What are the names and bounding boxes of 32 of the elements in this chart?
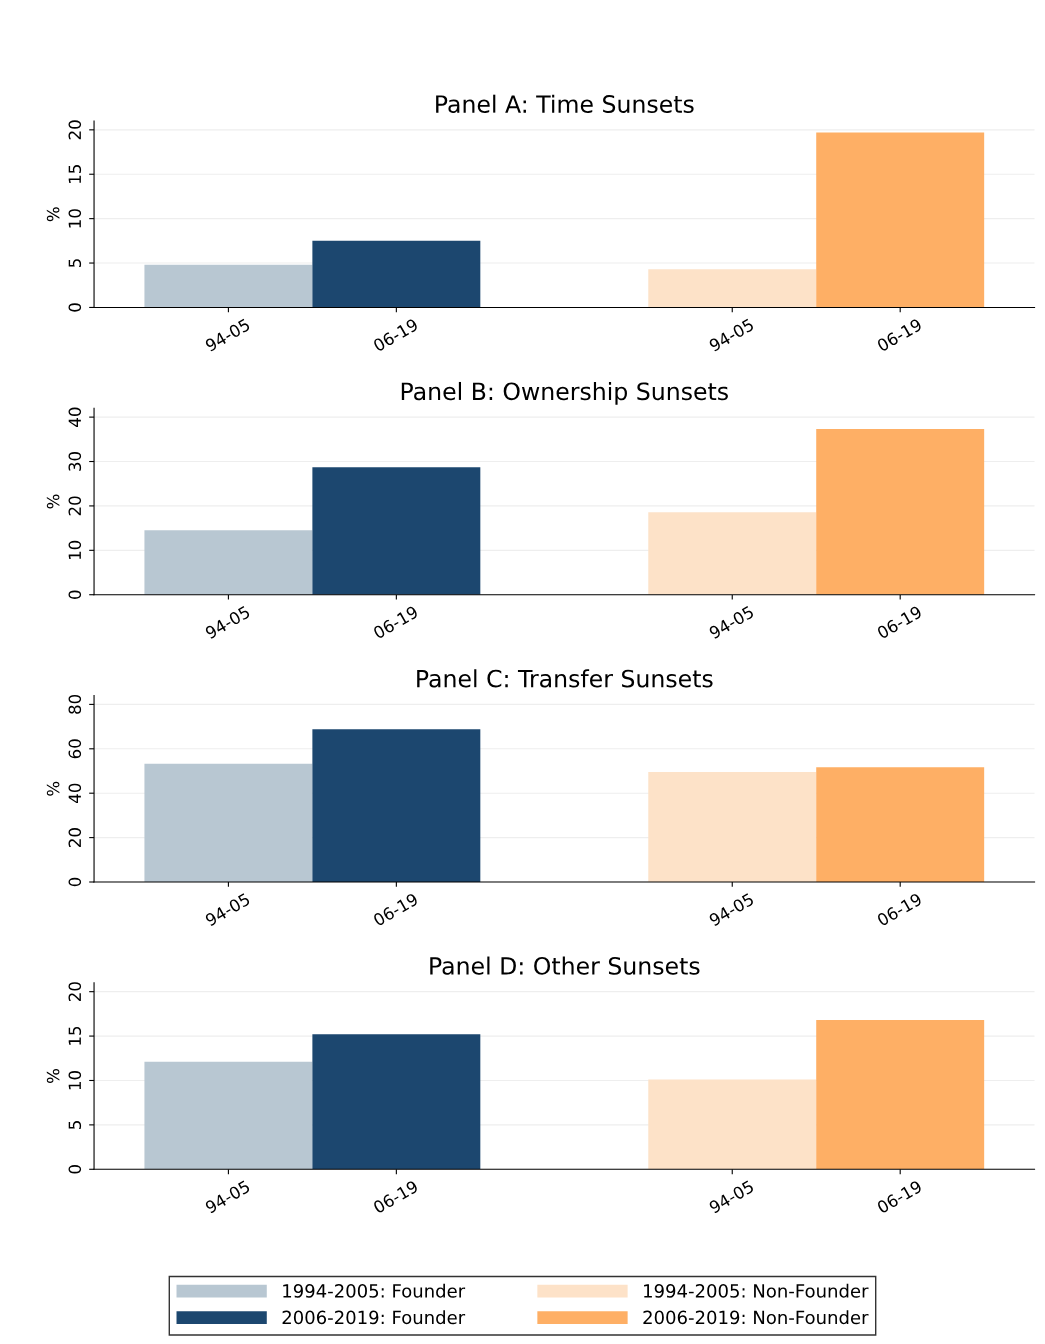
legend-label: 2006-2019: Non-Founder: [643, 1310, 869, 1325]
y-tick-label: 15: [68, 165, 82, 184]
y-tick-label: 20: [68, 496, 82, 516]
y-tick-label: 10: [68, 1070, 82, 1090]
chart-title: Panel C: Transfer Sunsets: [417, 669, 713, 688]
y-tick-label: 15: [68, 1026, 82, 1045]
y-tick-label: 20: [68, 120, 82, 140]
y-axis-title: %: [46, 1069, 60, 1084]
y-tick-label: 5: [68, 1121, 82, 1129]
y-tick-label: 60: [68, 739, 82, 759]
legend-label: 1994-2005: Founder: [283, 1283, 466, 1298]
y-tick-label: 5: [68, 259, 82, 268]
y-tick-label: 30: [68, 452, 82, 471]
chart-title: Panel D: Other Sunsets: [430, 956, 700, 975]
y-tick-label: 40: [68, 407, 82, 427]
chart-title: Panel B: Ownership Sunsets: [401, 381, 728, 405]
y-tick-label: 80: [68, 694, 82, 714]
legend-label: 2006-2019: Founder: [282, 1310, 466, 1325]
y-tick-label: 20: [68, 982, 82, 1002]
y-tick-label: 40: [68, 783, 82, 803]
y-axis-title: %: [46, 207, 60, 222]
y-axis-title: %: [46, 781, 60, 796]
legend-label: 1994-2005: Non-Founder: [644, 1283, 869, 1298]
y-tick-label: 0: [68, 877, 82, 887]
chart-title: Panel A: Time Sunsets: [436, 94, 694, 113]
y-tick-label: 20: [68, 828, 82, 847]
y-tick-label: 0: [68, 590, 82, 599]
y-tick-label: 10: [68, 209, 82, 228]
y-tick-label: 0: [68, 303, 82, 312]
y-axis-title: %: [46, 494, 60, 509]
y-tick-label: 0: [68, 1165, 82, 1174]
y-tick-label: 10: [68, 540, 82, 560]
